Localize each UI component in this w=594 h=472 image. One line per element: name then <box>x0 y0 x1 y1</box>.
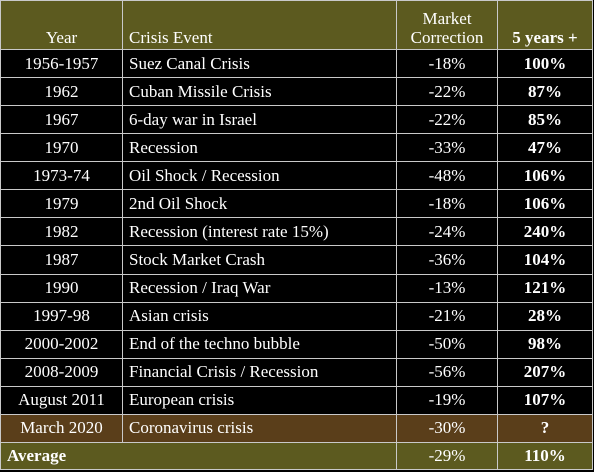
cell-five-years: 87% <box>497 77 593 107</box>
cell-market-correction: -24% <box>396 217 498 247</box>
cell-five-years: ? <box>497 413 593 444</box>
header-five-years: 5 years + <box>497 0 593 50</box>
table-row: 1982 Recession (interest rate 15%) -24% 240… <box>0 217 593 247</box>
cell-market-correction: -48% <box>396 161 498 191</box>
cell-five-years: 85% <box>497 105 593 135</box>
cell-crisis-event: Oil Shock / Recession <box>122 161 397 191</box>
cell-five-years: 28% <box>497 301 593 331</box>
table-header: Year Crisis Event Market Correction 5 ye… <box>0 0 593 50</box>
average-correction: -29% <box>396 442 498 470</box>
table-body: 1956-1957 Suez Canal Crisis -18% 100% 1962 Cu… <box>0 48 593 444</box>
average-label: Average <box>0 442 397 470</box>
cell-five-years: 106% <box>497 161 593 191</box>
cell-year: 1979 <box>0 189 123 219</box>
header-row: Year Crisis Event Market Correction 5 ye… <box>0 0 593 50</box>
cell-five-years: 121% <box>497 273 593 303</box>
cell-five-years: 98% <box>497 329 593 359</box>
cell-five-years: 106% <box>497 189 593 219</box>
cell-year: 1973-74 <box>0 161 123 191</box>
cell-year: March 2020 <box>0 413 123 444</box>
cell-market-correction: -18% <box>396 48 498 79</box>
cell-five-years: 207% <box>497 357 593 387</box>
average-row: Average -29% 110% <box>0 442 593 470</box>
cell-crisis-event: Suez Canal Crisis <box>122 48 397 79</box>
cell-year: 1956-1957 <box>0 48 123 79</box>
cell-year: 1970 <box>0 133 123 163</box>
cell-year: 1987 <box>0 245 123 275</box>
cell-market-correction: -21% <box>396 301 498 331</box>
table-row: 1987 Stock Market Crash -36% 104% <box>0 245 593 275</box>
table-row: 1956-1957 Suez Canal Crisis -18% 100% <box>0 48 593 79</box>
cell-market-correction: -33% <box>396 133 498 163</box>
cell-year: 1982 <box>0 217 123 247</box>
cell-market-correction: -36% <box>396 245 498 275</box>
cell-crisis-event: 2nd Oil Shock <box>122 189 397 219</box>
table-row: 1979 2nd Oil Shock -18% 106% <box>0 189 593 219</box>
cell-year: 1962 <box>0 77 123 107</box>
table-row: 2000-2002 End of the techno bubble -50% 98% <box>0 329 593 359</box>
table-row: 1970 Recession -33% 47% <box>0 133 593 163</box>
cell-market-correction: -50% <box>396 329 498 359</box>
cell-market-correction: -18% <box>396 189 498 219</box>
table-row: 1973-74 Oil Shock / Recession -48% 106% <box>0 161 593 191</box>
table-row: 1962 Cuban Missile Crisis -22% 87% <box>0 77 593 107</box>
header-year: Year <box>0 0 123 50</box>
cell-crisis-event: Recession (interest rate 15%) <box>122 217 397 247</box>
cell-market-correction: -22% <box>396 105 498 135</box>
table-row: August 2011 European crisis -19% 107% <box>0 385 593 415</box>
table-row: 1990 Recession / Iraq War -13% 121% <box>0 273 593 303</box>
cell-crisis-event: Stock Market Crash <box>122 245 397 275</box>
cell-market-correction: -30% <box>396 413 498 444</box>
cell-market-correction: -13% <box>396 273 498 303</box>
cell-crisis-event: Cuban Missile Crisis <box>122 77 397 107</box>
header-market-correction: Market Correction <box>396 0 498 50</box>
cell-year: 1990 <box>0 273 123 303</box>
header-market-correction-line2: Correction <box>410 28 484 47</box>
table-row: March 2020 Coronavirus crisis -30%? <box>0 413 593 444</box>
cell-five-years: 100% <box>497 48 593 79</box>
cell-crisis-event: End of the techno bubble <box>122 329 397 359</box>
table-footer: Average -29% 110% <box>0 442 593 470</box>
cell-year: 1967 <box>0 105 123 135</box>
average-five-years: 110% <box>497 442 593 470</box>
cell-crisis-event: Recession <box>122 133 397 163</box>
cell-crisis-event: European crisis <box>122 385 397 415</box>
cell-crisis-event: Coronavirus crisis <box>122 413 397 444</box>
header-crisis-event: Crisis Event <box>122 0 397 50</box>
cell-five-years: 47% <box>497 133 593 163</box>
cell-crisis-event: Recession / Iraq War <box>122 273 397 303</box>
cell-market-correction: -19% <box>396 385 498 415</box>
table-row: 2008-2009 Financial Crisis / Recession -56… <box>0 357 593 387</box>
cell-year: 2008-2009 <box>0 357 123 387</box>
cell-five-years: 240% <box>497 217 593 247</box>
cell-year: August 2011 <box>0 385 123 415</box>
cell-five-years: 107% <box>497 385 593 415</box>
cell-five-years: 104% <box>497 245 593 275</box>
cell-year: 2000-2002 <box>0 329 123 359</box>
cell-market-correction: -56% <box>396 357 498 387</box>
cell-year: 1997-98 <box>0 301 123 331</box>
table-row: 1997-98 Asian crisis -21% 28% <box>0 301 593 331</box>
cell-crisis-event: Asian crisis <box>122 301 397 331</box>
table-row: 1967 6-day war in Israel -22% 85% <box>0 105 593 135</box>
cell-crisis-event: Financial Crisis / Recession <box>122 357 397 387</box>
header-market-correction-line1: Market <box>422 9 472 28</box>
cell-market-correction: -22% <box>396 77 498 107</box>
cell-crisis-event: 6-day war in Israel <box>122 105 397 135</box>
